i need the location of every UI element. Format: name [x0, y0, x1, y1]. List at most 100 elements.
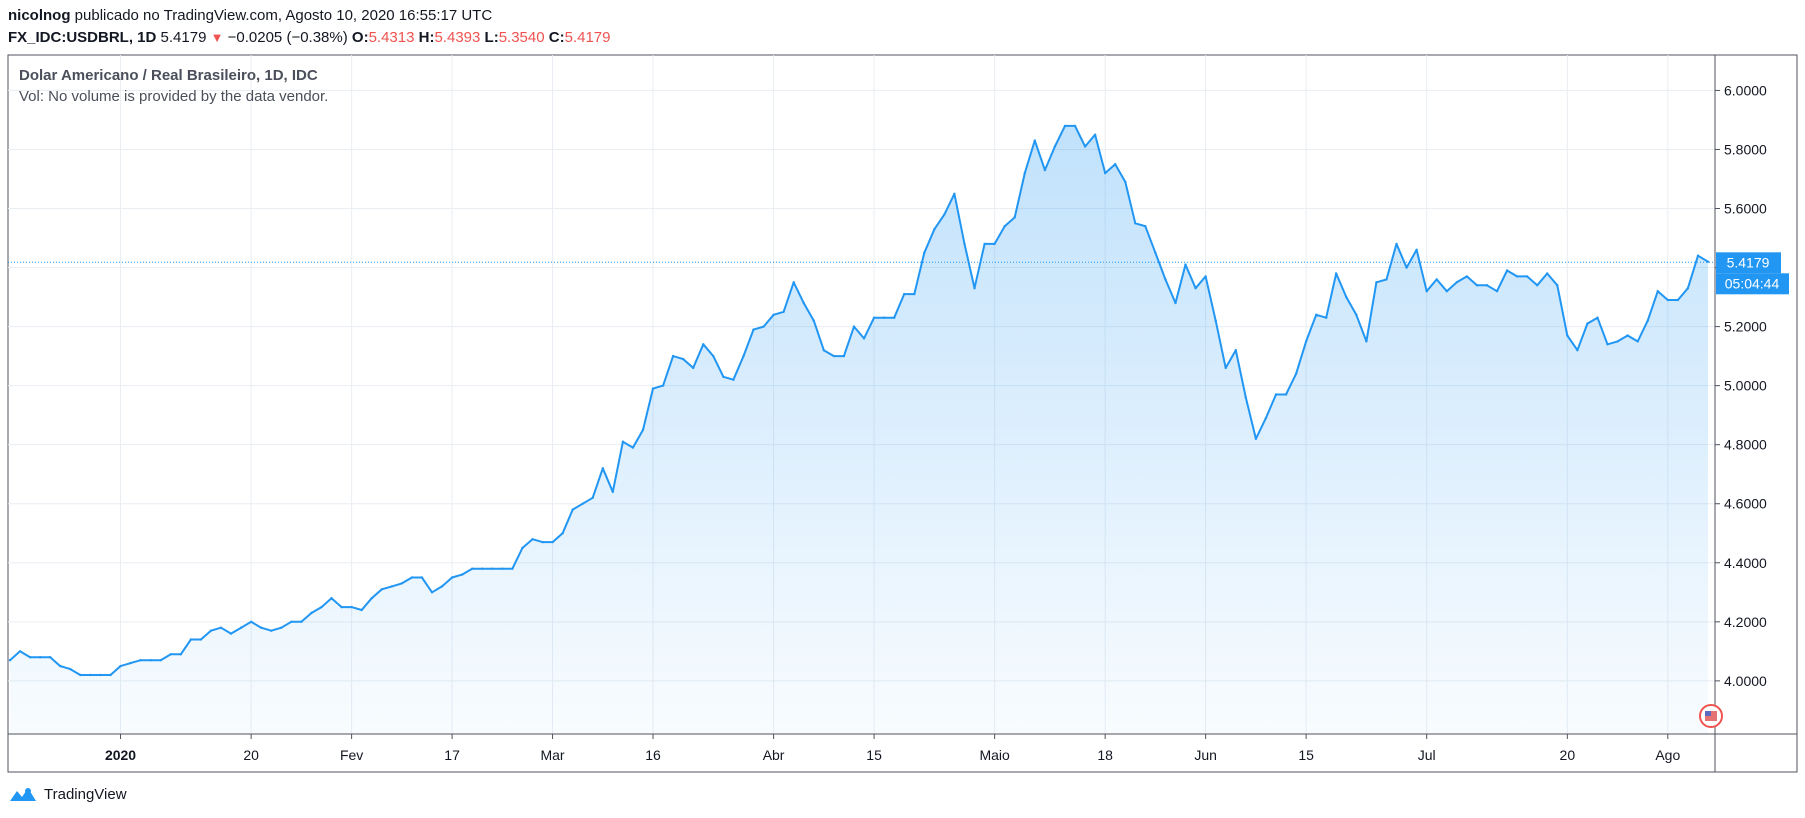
- price-point[interactable]: [169, 653, 172, 656]
- price-point[interactable]: [1204, 275, 1207, 278]
- price-point[interactable]: [179, 653, 182, 656]
- price-point[interactable]: [692, 366, 695, 370]
- price-point[interactable]: [28, 656, 32, 659]
- price-point[interactable]: [963, 242, 966, 246]
- price-point[interactable]: [390, 585, 393, 588]
- price-point[interactable]: [1284, 393, 1288, 396]
- price-point[interactable]: [159, 659, 162, 662]
- price-point[interactable]: [1304, 340, 1308, 343]
- price-point[interactable]: [1355, 313, 1358, 316]
- price-point[interactable]: [79, 673, 82, 677]
- price-point[interactable]: [621, 440, 625, 443]
- price-point[interactable]: [671, 354, 675, 358]
- price-point[interactable]: [541, 540, 544, 544]
- price-point[interactable]: [1264, 416, 1268, 420]
- time-axis[interactable]: 2020 20 Fev 17 Mar 16 Abr 15 Maio 18 Jun 15 Jul 20 Ago: [105, 734, 1681, 763]
- price-point[interactable]: [802, 301, 805, 305]
- price-point[interactable]: [571, 508, 574, 511]
- price-point[interactable]: [762, 325, 765, 328]
- price-point[interactable]: [1666, 298, 1670, 302]
- price-point[interactable]: [310, 611, 313, 615]
- price-point[interactable]: [822, 349, 825, 352]
- price-point[interactable]: [1586, 322, 1589, 325]
- price-point[interactable]: [129, 661, 132, 665]
- price-point[interactable]: [89, 673, 92, 677]
- price-point[interactable]: [933, 228, 936, 231]
- price-point[interactable]: [1576, 349, 1579, 352]
- price-point[interactable]: [380, 588, 383, 591]
- price-point[interactable]: [1335, 272, 1338, 275]
- price-point[interactable]: [501, 567, 504, 570]
- price-point[interactable]: [1013, 216, 1016, 219]
- price-point[interactable]: [732, 378, 735, 381]
- price-line[interactable]: [9, 124, 1709, 676]
- price-point[interactable]: [1053, 145, 1057, 148]
- price-point[interactable]: [591, 496, 594, 499]
- price-point[interactable]: [1023, 171, 1026, 175]
- price-point[interactable]: [290, 620, 293, 623]
- price-point[interactable]: [49, 656, 52, 659]
- price-point[interactable]: [631, 446, 635, 449]
- price-point[interactable]: [1606, 343, 1609, 346]
- price-point[interactable]: [521, 546, 524, 550]
- price-point[interactable]: [913, 292, 916, 296]
- price-point[interactable]: [219, 626, 223, 629]
- price-point[interactable]: [661, 384, 665, 387]
- price-point[interactable]: [923, 251, 926, 254]
- price-point[interactable]: [1505, 269, 1509, 272]
- price-point[interactable]: [1455, 281, 1459, 284]
- price-point[interactable]: [330, 597, 333, 600]
- price-point[interactable]: [1003, 225, 1006, 228]
- price-point[interactable]: [953, 192, 956, 195]
- price-point[interactable]: [420, 576, 424, 579]
- price-point[interactable]: [1696, 254, 1700, 257]
- price-point[interactable]: [18, 650, 22, 653]
- price-point[interactable]: [1485, 284, 1489, 287]
- price-point[interactable]: [1325, 316, 1328, 319]
- price-point[interactable]: [993, 242, 996, 246]
- price-point[interactable]: [1174, 301, 1177, 305]
- price-point[interactable]: [1395, 242, 1398, 246]
- price-point[interactable]: [1495, 290, 1499, 293]
- price-point[interactable]: [1214, 319, 1217, 322]
- price-point[interactable]: [1676, 298, 1680, 302]
- price-point[interactable]: [481, 567, 484, 570]
- price-point[interactable]: [1104, 171, 1107, 175]
- price-point[interactable]: [260, 626, 263, 629]
- price-point[interactable]: [280, 626, 283, 629]
- price-point[interactable]: [611, 490, 614, 494]
- price-point[interactable]: [1546, 272, 1549, 275]
- price-point[interactable]: [350, 605, 353, 609]
- price-point[interactable]: [943, 213, 946, 216]
- price-point[interactable]: [1315, 313, 1318, 316]
- price-point[interactable]: [1083, 145, 1087, 148]
- price-point[interactable]: [682, 357, 685, 361]
- price-point[interactable]: [1656, 290, 1660, 293]
- price-point[interactable]: [973, 287, 976, 290]
- price-point[interactable]: [842, 354, 846, 358]
- price-point[interactable]: [1425, 290, 1428, 293]
- price-point[interactable]: [320, 605, 323, 609]
- price-point[interactable]: [1224, 366, 1227, 370]
- price-point[interactable]: [1475, 284, 1479, 287]
- price-point[interactable]: [712, 354, 715, 358]
- price-point[interactable]: [702, 343, 705, 346]
- price-point[interactable]: [1063, 124, 1067, 128]
- price-point[interactable]: [742, 354, 745, 358]
- price-point[interactable]: [862, 337, 866, 340]
- price-point[interactable]: [882, 316, 886, 319]
- price-point[interactable]: [1114, 163, 1117, 166]
- price-point[interactable]: [601, 467, 604, 470]
- price-point[interactable]: [1345, 295, 1348, 299]
- price-point[interactable]: [1274, 393, 1278, 396]
- price-point[interactable]: [450, 576, 454, 579]
- price-point[interactable]: [199, 638, 203, 641]
- price-point[interactable]: [460, 573, 464, 576]
- price-point[interactable]: [99, 673, 102, 677]
- price-point[interactable]: [1415, 248, 1418, 251]
- price-point[interactable]: [1626, 334, 1629, 337]
- price-point[interactable]: [1124, 180, 1127, 184]
- price-point[interactable]: [1646, 319, 1649, 322]
- price-point[interactable]: [903, 292, 906, 296]
